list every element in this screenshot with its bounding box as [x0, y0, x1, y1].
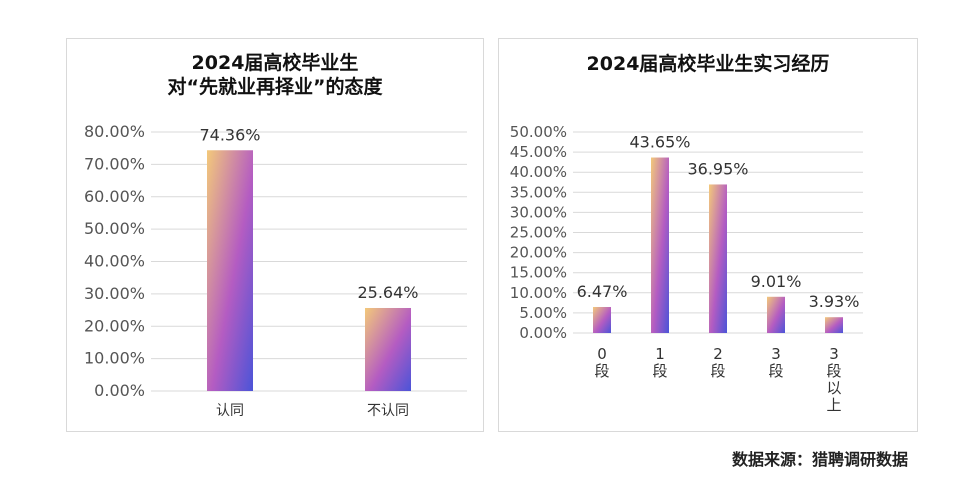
bar-value-label: 74.36%: [199, 125, 260, 144]
bar-value-label: 3.93%: [809, 292, 860, 311]
x-category-label: 3: [829, 345, 839, 363]
y-tick-label: 30.00%: [84, 284, 145, 303]
left-chart-panel: 2024届高校毕业生 对“先就业再择业”的态度 0.00% 10.00% 20.00…: [66, 38, 484, 432]
bar-value-label: 43.65%: [629, 133, 690, 152]
data-source-label: 数据来源：猎聘调研数据: [731, 450, 908, 469]
bar: [365, 307, 411, 391]
right-chart-title: 2024届高校毕业生实习经历: [586, 53, 830, 75]
right-chart-plot: 0.00% 5.00% 10.00% 15.00% 20.00% 25.00% 30.00%…: [510, 123, 863, 414]
x-category-label: 不认同: [367, 403, 409, 419]
y-tick-label: 5.00%: [519, 304, 567, 322]
bar-value-label: 6.47%: [577, 282, 628, 301]
y-tick-label: 70.00%: [84, 154, 145, 173]
y-tick-label: 80.00%: [84, 122, 145, 141]
right-chart-panel: 2024届高校毕业生实习经历 0.00% 5.00% 10.00% 15.00% 20.…: [498, 38, 918, 432]
y-tick-label: 40.00%: [510, 163, 567, 181]
left-chart-title: 2024届高校毕业生 对“先就业再择业”的态度: [67, 51, 483, 99]
y-tick-label: 60.00%: [84, 187, 145, 206]
bar: [709, 184, 727, 333]
bar: [825, 317, 843, 333]
y-tick-label: 20.00%: [84, 316, 145, 335]
y-tick-label: 10.00%: [510, 284, 567, 302]
y-tick-label: 40.00%: [84, 252, 145, 271]
y-tick-label: 50.00%: [510, 123, 567, 141]
x-category-label: 段: [594, 362, 609, 380]
y-tick-label: 45.00%: [510, 143, 567, 161]
x-category-label: 段: [652, 362, 667, 380]
y-tick-label: 35.00%: [510, 183, 567, 201]
bar: [593, 306, 611, 333]
x-category-label: 2: [713, 345, 723, 363]
x-category-label: 认同: [216, 403, 244, 419]
y-tick-label: 10.00%: [84, 349, 145, 368]
y-tick-label: 20.00%: [510, 244, 567, 262]
x-category-label: 0: [597, 345, 607, 363]
bar-value-label: 9.01%: [751, 272, 802, 291]
bar-value-label: 36.95%: [687, 159, 748, 178]
bar-value-label: 25.64%: [357, 283, 418, 302]
bar: [767, 296, 785, 333]
left-chart-plot: 0.00% 10.00% 20.00% 30.00% 40.00% 50.00% 60.00…: [84, 122, 467, 419]
left-chart-title-line2: 对“先就业再择业”的态度: [167, 76, 383, 98]
x-category-label: 段: [710, 362, 725, 380]
bar: [207, 150, 253, 391]
x-category-label: 段: [826, 362, 841, 380]
y-tick-label: 50.00%: [84, 219, 145, 238]
y-tick-label: 30.00%: [510, 203, 567, 221]
bar: [651, 157, 669, 333]
x-category-label: 上: [826, 396, 841, 414]
x-category-label: 以: [826, 379, 841, 397]
x-category-label: 段: [768, 362, 783, 380]
y-tick-label: 0.00%: [519, 324, 567, 342]
x-category-label: 1: [655, 345, 665, 363]
left-chart-title-line1: 2024届高校毕业生: [191, 52, 359, 74]
x-category-label: 3: [771, 345, 781, 363]
y-tick-label: 25.00%: [510, 224, 567, 242]
y-tick-label: 15.00%: [510, 264, 567, 282]
y-tick-label: 0.00%: [94, 381, 145, 400]
